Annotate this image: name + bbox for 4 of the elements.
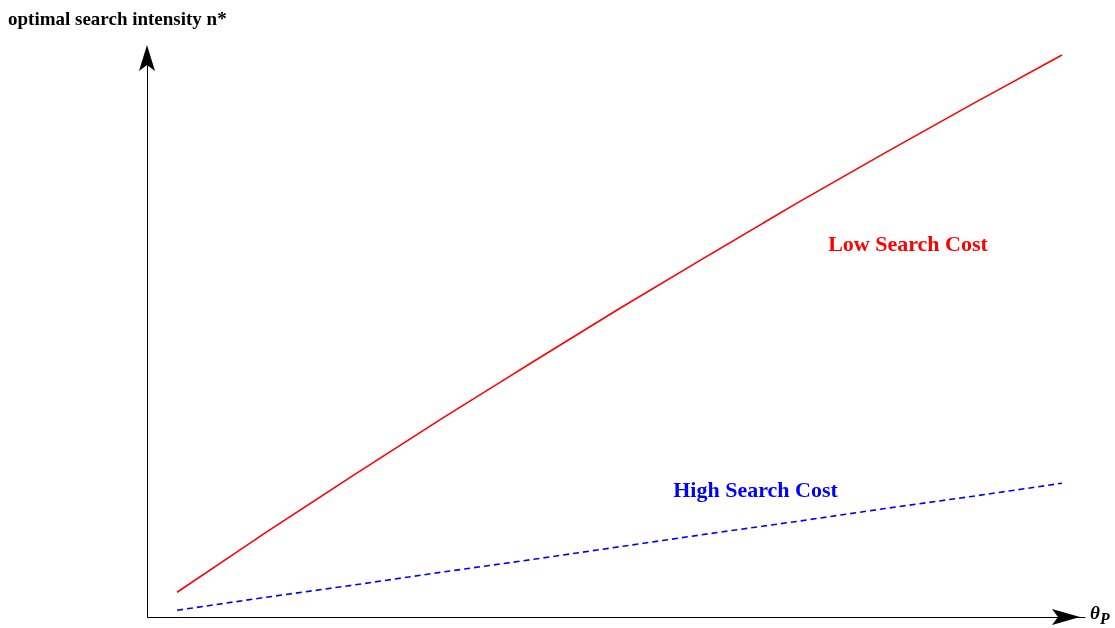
series-label: High Search Cost [673, 477, 839, 503]
series-label: Low Search Cost [828, 230, 989, 256]
y-axis-title: optimal search intensity n* [8, 8, 227, 30]
x-axis-title: θ$_{P}$ [1090, 602, 1110, 628]
